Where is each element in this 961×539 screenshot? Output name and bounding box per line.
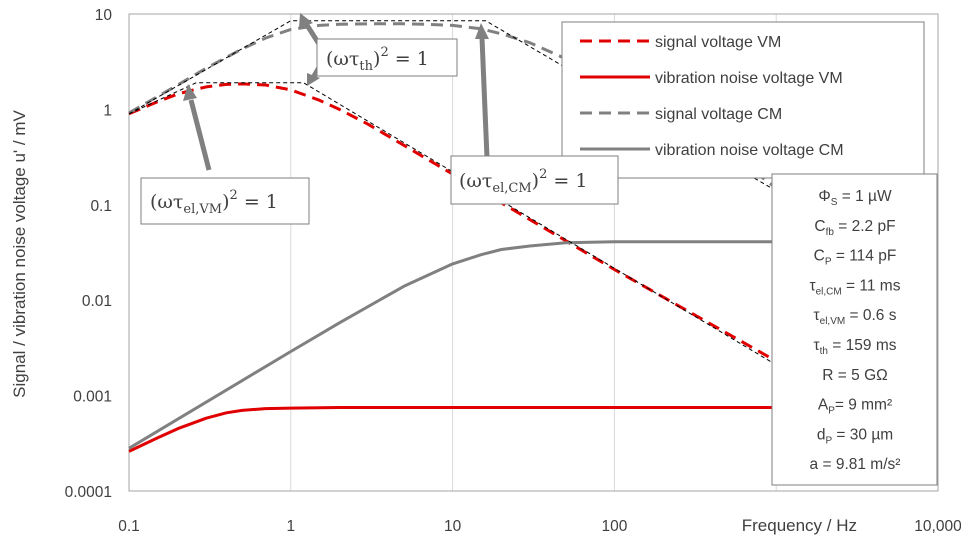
ann-cm-sup: 2 (539, 167, 547, 182)
parameter-box: ΦS = 1 µW Cfb = 2.2 pF CP = 114 pF τel,CM =… (771, 173, 938, 486)
x-tick-label: 0.1 (118, 518, 140, 535)
annotation-tau-el-cm: (ωτel,CM)2 = 1 (450, 155, 619, 205)
parameter-line: AP= 9 mm² (818, 397, 892, 417)
series-line-2 (128, 406, 777, 453)
arrowhead-tau-el-cm (475, 23, 489, 39)
ann-th-base: (ωτ (326, 48, 359, 70)
ann-vm-sub: el,VM (183, 202, 222, 217)
parameter-line: a = 9.81 m/s² (810, 456, 901, 473)
ann-cm-sub: el,CM (492, 181, 531, 196)
tick-labels: 0.1 1 10 100 10,000 0.0001 0.001 0.01 0.1 1 10 (65, 7, 961, 535)
parameter-box-frame (771, 173, 938, 486)
arrow-tau-el-cm (479, 37, 490, 159)
x-tick-label: 10,000 (914, 518, 961, 535)
svg-text:(ωτel,VM)2 = 1: (ωτel,VM)2 = 1 (150, 188, 278, 217)
parameter-line: dP = 30 µm (817, 426, 893, 446)
y-tick-label: 10 (95, 7, 113, 24)
legend: signal voltage VM vibration noise voltage… (561, 21, 925, 179)
svg-text:(ωτth)2 = 1: (ωτth)2 = 1 (326, 45, 429, 74)
x-tick-label: 100 (601, 518, 627, 535)
ann-cm-rhs: = 1 (547, 170, 587, 192)
parameter-line: Cfb = 2.2 pF (814, 218, 895, 238)
arrow-tau-el-vm (188, 99, 212, 171)
y-tick-label: 0.1 (90, 198, 112, 215)
y-axis-label: Signal / vibration noise voltage u' / mV (10, 110, 29, 398)
parameter-line: R = 5 GΩ (822, 367, 887, 384)
asymptote-line-1 (128, 82, 777, 366)
arrowhead-tau-th-2 (307, 73, 320, 86)
annotation-tau-el-vm: (ωτel,VM)2 = 1 (140, 177, 310, 225)
ann-cm-close: ) (532, 170, 539, 192)
legend-label: vibration noise voltage VM (655, 70, 843, 87)
y-tick-label: 1 (103, 102, 112, 119)
plot-area (128, 13, 939, 492)
y-tick-label: 0.001 (73, 389, 112, 406)
ann-vm-base: (ωτ (150, 191, 183, 213)
parameter-line: ΦS = 1 µW (818, 188, 892, 208)
ann-th-sup: 2 (380, 45, 388, 60)
legend-box (561, 21, 925, 179)
arrowhead-tau-el-vm (183, 84, 197, 101)
y-tick-label: 0.0001 (65, 484, 112, 501)
parameter-line: CP = 114 pF (814, 248, 897, 268)
svg-text:(ωτel,CM)2 = 1: (ωτel,CM)2 = 1 (459, 167, 587, 196)
annotation-arrows (183, 13, 490, 171)
legend-label: vibration noise voltage CM (655, 142, 844, 159)
legend-label: signal voltage VM (655, 34, 781, 51)
series-line-4 (128, 240, 777, 450)
arrowhead-tau-th-1 (299, 13, 313, 28)
parameter-line: τel,VM = 0.6 s (814, 307, 897, 327)
series-line-3 (128, 22, 778, 190)
parameter-line: τel,CM = 11 ms (810, 277, 901, 297)
x-tick-label: 10 (444, 518, 462, 535)
x-tick-label: 1 (286, 518, 295, 535)
x-axis-label: Frequency / Hz (742, 516, 857, 535)
legend-label: signal voltage CM (655, 106, 782, 123)
ann-th-rhs: = 1 (389, 48, 429, 70)
ann-cm-base: (ωτ (459, 170, 492, 192)
ann-vm-close: ) (222, 191, 229, 213)
y-tick-label: 0.01 (82, 293, 112, 310)
ann-th-close: ) (373, 48, 380, 70)
ann-vm-rhs: = 1 (238, 191, 278, 213)
ann-vm-sup: 2 (230, 188, 238, 203)
annotation-tau-th: (ωτth)2 = 1 (316, 38, 458, 77)
parameter-line: τth = 159 ms (814, 337, 897, 357)
ann-th-sub: th (359, 59, 373, 74)
